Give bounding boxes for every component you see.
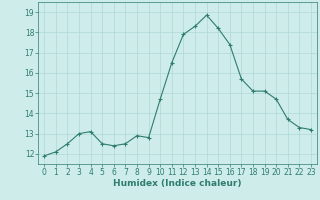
X-axis label: Humidex (Indice chaleur): Humidex (Indice chaleur) [113, 179, 242, 188]
